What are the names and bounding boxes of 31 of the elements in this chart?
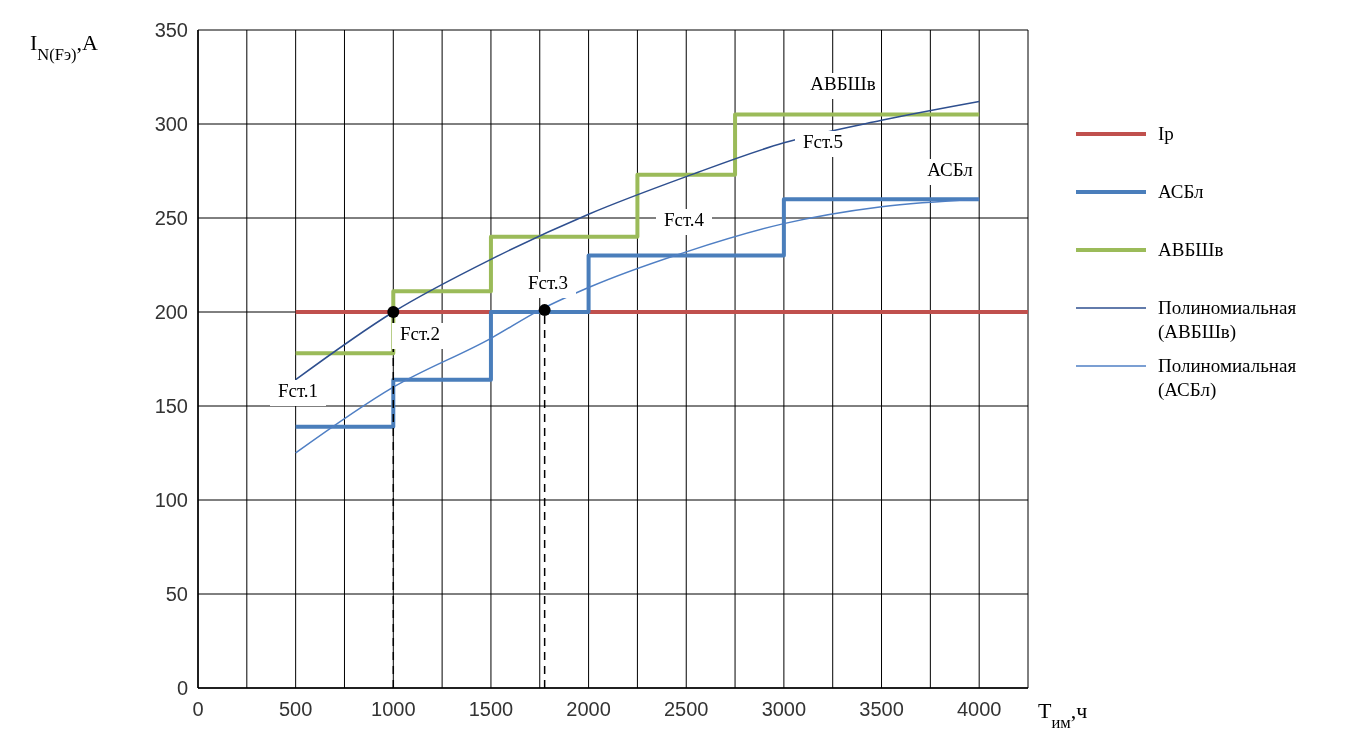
annotation: АСБл (927, 159, 974, 181)
legend-label: Ip (1158, 123, 1174, 144)
x-tick-label: 1000 (371, 698, 416, 720)
x-tick-label: 3000 (761, 698, 807, 720)
y-tick-label: 350 (154, 19, 188, 41)
annotation: АВБШв (810, 73, 876, 95)
y-tick-label: 50 (165, 583, 188, 605)
y-tick-label: 250 (154, 207, 188, 229)
legend-label: АСБл (1158, 181, 1205, 202)
annotation: Fст.4 (663, 209, 705, 231)
x-tick-label: 0 (192, 698, 204, 720)
x-tick-label: 500 (278, 698, 313, 720)
x-tick-label: 1500 (468, 698, 514, 720)
x-axis-title: T$_{им}$,ч (1038, 698, 1088, 732)
y-tick-label: 100 (154, 489, 188, 511)
annotation: Fст.1 (277, 380, 319, 402)
legend-label: АВБШв (1158, 239, 1224, 260)
x-tick-label: 2000 (566, 698, 611, 720)
legend-label: Полиномиальная (АСБл) (1158, 355, 1297, 401)
legend-label: Полиномиальная (АВБШв) (1158, 297, 1297, 343)
y-tick-label: 200 (154, 301, 188, 323)
annotation: Fст.3 (527, 272, 569, 294)
y-tick-label: 0 (176, 677, 188, 699)
annotation: Fст.5 (802, 131, 844, 153)
annotation: Fст.2 (399, 323, 441, 345)
x-tick-label: 3500 (859, 698, 904, 720)
y-tick-label: 150 (154, 395, 188, 417)
x-tick-label: 2500 (663, 698, 709, 720)
y-axis-title: I$_{N(Fэ)}$,A (30, 30, 98, 64)
y-tick-label: 300 (154, 113, 188, 135)
x-tick-label: 4000 (956, 698, 1002, 720)
